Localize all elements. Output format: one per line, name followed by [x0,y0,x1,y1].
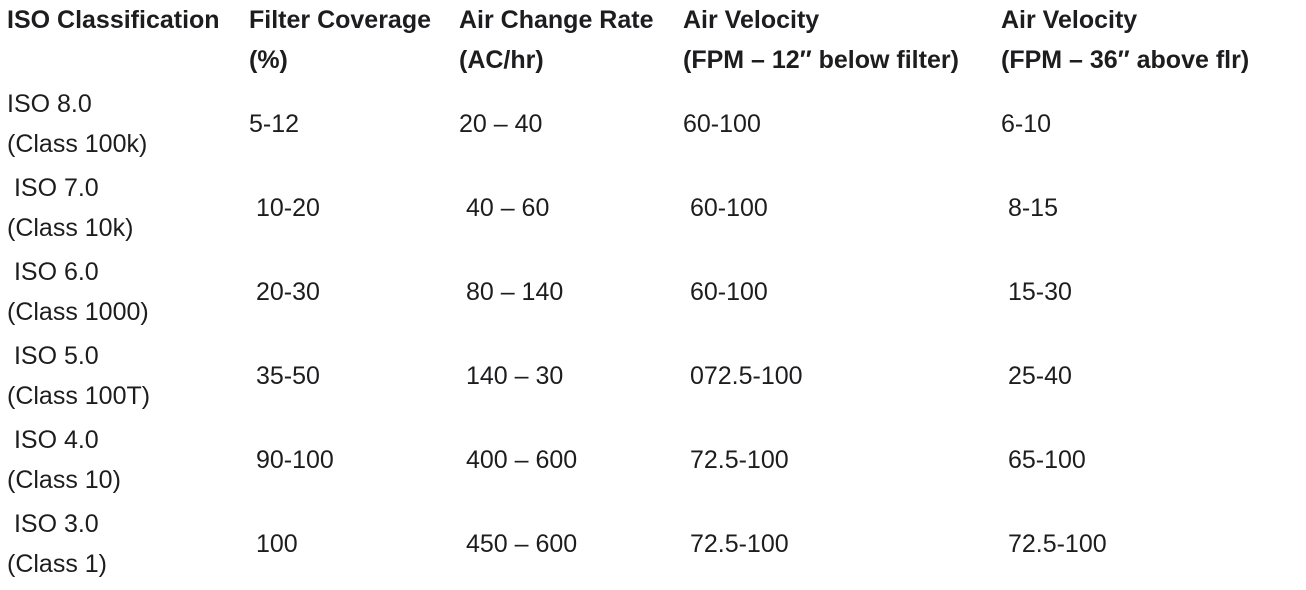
air-velocity-filter-cell: 60-100 [683,194,768,222]
filter-coverage-cell: 5-12 [249,110,300,138]
iso-class-cell: ISO 4.0 [7,426,99,454]
air-change-rate-cell: 40 – 60 [459,194,550,222]
header-air-change-rate-line2: (AC/hr) [459,46,544,74]
filter-coverage-cell: 35-50 [249,362,320,390]
header-iso-classification-line1: ISO Classification [7,6,220,34]
air-velocity-floor-cell: 8-15 [1001,194,1058,222]
header-filter-coverage-line1: Filter Coverage [249,6,432,34]
filter-coverage-cell: 10-20 [249,194,320,222]
header-air-velocity-filter-line2: (FPM – 12″ below filter) [683,46,959,74]
air-change-rate-cell: 400 – 600 [459,446,578,474]
filter-coverage-cell: 20-30 [249,278,320,306]
air-velocity-filter-cell: 72.5-100 [683,530,789,558]
air-velocity-floor-cell: 6-10 [1001,110,1052,138]
header-air-velocity-floor-line1: Air Velocity [1001,6,1138,34]
iso-class-cell: ISO 8.0 [7,90,92,118]
air-velocity-floor-cell: 72.5-100 [1001,530,1107,558]
header-filter-coverage-line2: (%) [249,46,288,74]
header-air-change-rate-line1: Air Change Rate [459,6,654,34]
class-name-cell: (Class 1) [7,550,108,578]
iso-class-cell: ISO 5.0 [7,342,99,370]
air-change-rate-cell: 140 – 30 [459,362,564,390]
header-air-velocity-filter-line1: Air Velocity [683,6,820,34]
air-velocity-filter-cell: 60-100 [683,278,768,306]
air-change-rate-cell: 20 – 40 [459,110,543,138]
air-velocity-filter-cell: 72.5-100 [683,446,789,474]
air-velocity-filter-cell: 072.5-100 [683,362,803,390]
class-name-cell: (Class 100T) [7,382,151,410]
class-name-cell: (Class 10k) [7,214,134,242]
iso-class-cell: ISO 3.0 [7,510,99,538]
class-name-cell: (Class 100k) [7,130,148,158]
iso-class-cell: ISO 6.0 [7,258,99,286]
filter-coverage-cell: 100 [249,530,298,558]
air-velocity-floor-cell: 25-40 [1001,362,1072,390]
air-change-rate-cell: 80 – 140 [459,278,564,306]
air-velocity-filter-cell: 60-100 [683,110,761,138]
class-name-cell: (Class 1000) [7,298,149,326]
iso-class-cell: ISO 7.0 [7,174,99,202]
air-change-rate-cell: 450 – 600 [459,530,578,558]
class-name-cell: (Class 10) [7,466,121,494]
header-air-velocity-floor-line2: (FPM – 36″ above flr) [1001,46,1250,74]
air-velocity-floor-cell: 65-100 [1001,446,1086,474]
filter-coverage-cell: 90-100 [249,446,334,474]
air-velocity-floor-cell: 15-30 [1001,278,1072,306]
